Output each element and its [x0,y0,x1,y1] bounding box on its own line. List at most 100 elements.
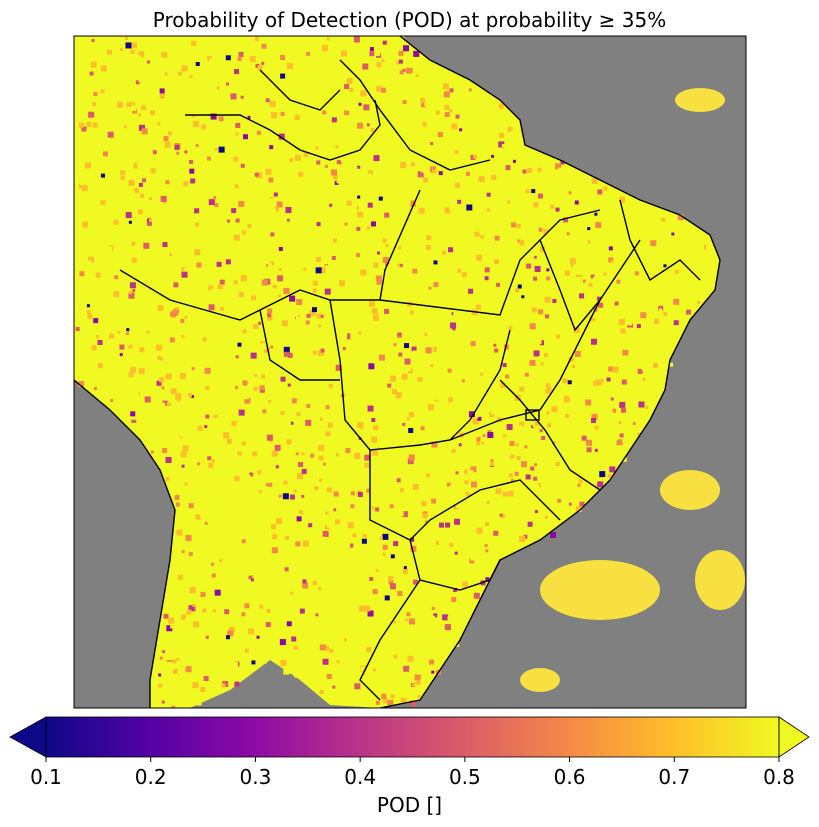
pod-pixel [285,535,290,540]
pod-pixel [397,219,402,224]
pod-pixel [431,606,435,610]
pod-pixel [194,408,198,412]
colorbar-gradient [46,717,779,757]
pod-pixel [533,476,538,481]
pod-pixel [181,271,188,278]
pod-pixel [246,103,252,109]
pod-pixel [210,113,217,120]
pod-pixel [125,37,129,41]
pod-pixel [369,47,374,52]
pod-pixel [430,364,434,368]
pod-pixel [591,413,598,420]
pod-pixel [181,648,185,652]
pod-pixel [375,415,381,421]
pod-pixel [637,243,643,249]
pod-pixel [110,398,114,402]
pod-pixel [384,453,388,457]
pod-pixel [500,514,505,519]
pod-pixel [511,192,518,199]
pod-pixel [410,162,415,167]
pod-pixel [253,386,258,391]
pod-pixel [145,285,151,291]
pod-pixel [421,122,427,128]
pod-pixel [591,177,598,184]
pod-pixel [451,448,456,453]
pod-pixel [529,323,536,330]
pod-pixel [438,537,445,544]
pod-pixel [168,617,175,624]
pod-pixel [476,340,480,344]
pod-pixel [339,280,346,287]
pod-pixel [380,671,387,678]
pod-pixel [406,67,413,74]
pod-pixel [573,486,577,490]
pod-pixel [279,639,286,646]
pod-pixel [618,319,625,326]
pod-pixel [381,103,385,107]
chart-title: Probability of Detection (POD) at probab… [152,8,667,32]
pod-pixel [498,132,504,138]
pod-pixel [409,200,416,207]
pod-pixel [203,533,207,537]
pod-pixel [216,86,220,90]
pod-pixel [110,65,116,71]
pod-pixel [521,399,526,404]
pod-pixel [603,272,607,276]
pod-pixel [278,246,283,251]
pod-pixel [466,204,473,211]
pod-pixel [476,527,483,534]
pod-pixel [416,671,420,675]
pod-pixel [227,219,231,223]
pod-pixel [396,60,401,65]
pod-pixel [336,641,341,646]
pod-pixel [354,683,361,690]
pod-pixel [272,284,277,289]
pod-pixel [586,439,593,446]
pod-pixel [204,367,211,374]
pod-pixel [160,357,164,361]
pod-pixel [417,695,421,699]
pod-pixel [449,88,454,93]
pod-pixel [377,300,381,304]
pod-pixel [523,534,528,539]
pod-pixel [400,505,407,512]
pod-pixel [322,462,326,466]
pod-pixel [220,183,225,188]
pod-pixel [305,396,311,402]
pod-pixel [194,249,201,256]
pod-pixel [189,48,194,53]
pod-pixel [165,180,170,185]
pod-pixel [238,51,244,57]
pod-pixel [169,337,175,343]
pod-pixel [343,638,347,642]
pod-pixel [510,454,515,459]
pod-pixel [226,438,232,444]
pod-pixel [189,168,195,174]
pod-pixel [579,501,585,507]
pod-pixel [258,333,262,337]
pod-pixel [175,306,179,310]
pod-pixel [268,190,275,197]
pod-pixel [526,449,533,456]
pod-pixel [179,235,185,241]
pod-pixel [322,110,327,115]
pod-pixel [201,124,207,130]
pod-pixel [194,208,200,214]
pod-pixel [564,413,569,418]
pod-pixel [415,74,419,78]
pod-pixel [343,552,349,558]
pod-pixel [206,156,211,161]
pod-pixel [113,219,119,225]
pod-pixel [286,621,292,627]
pod-pixel [478,237,483,242]
pod-pixel [449,474,455,480]
pod-pixel [452,327,456,331]
pod-pixel [91,345,97,351]
pod-pixel [472,473,479,480]
pod-pixel [356,206,360,210]
pod-pixel [162,402,166,406]
pod-pixel [448,397,454,403]
pod-pixel [165,456,172,463]
pod-pixel [180,451,187,458]
pod-pixel [467,402,473,408]
